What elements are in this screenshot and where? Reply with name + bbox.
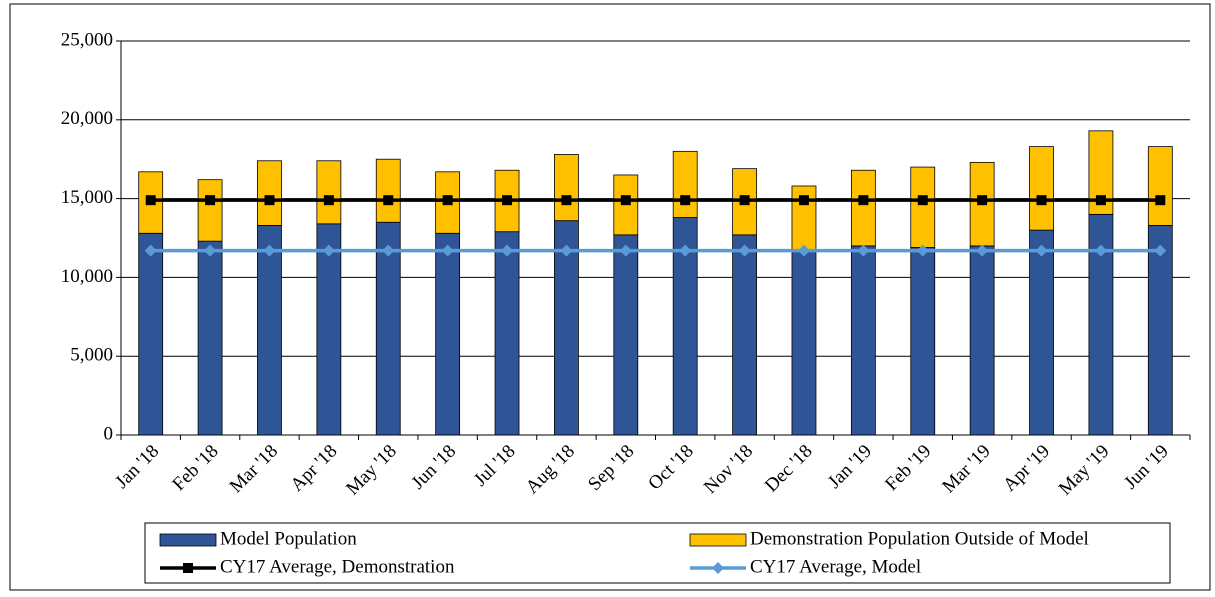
bar: [494, 231, 520, 436]
marker: [560, 244, 573, 257]
bar: [672, 150, 698, 218]
bar: [375, 158, 401, 223]
bar: [316, 160, 342, 225]
y-tick-label: 10,000: [61, 266, 113, 287]
bar: [910, 166, 936, 248]
marker: [183, 563, 193, 573]
marker: [322, 244, 335, 257]
bar: [1147, 224, 1173, 436]
marker: [501, 244, 514, 257]
y-tick-label: 15,000: [61, 187, 113, 208]
legend-swatch: [159, 533, 217, 547]
bar: [1029, 229, 1054, 436]
marker: [797, 244, 810, 257]
marker: [858, 195, 869, 206]
legend-frame: [144, 522, 1171, 584]
bar: [969, 245, 995, 436]
bar: [197, 179, 223, 242]
y-tick-label: 0: [104, 423, 114, 444]
marker: [382, 244, 395, 257]
legend-label: Model Population: [220, 528, 357, 549]
y-tick-label: 5,000: [70, 345, 113, 366]
marker: [323, 195, 334, 206]
bar: [257, 160, 282, 226]
marker: [857, 244, 870, 257]
bar: [850, 245, 876, 436]
marker: [1094, 244, 1107, 257]
marker: [441, 244, 454, 257]
marker: [144, 244, 157, 257]
marker: [1095, 195, 1106, 206]
marker: [619, 244, 632, 257]
bar: [197, 240, 223, 436]
marker: [798, 195, 809, 206]
marker: [620, 195, 631, 206]
marker: [561, 195, 572, 206]
bar: [732, 234, 757, 436]
legend-swatch: [689, 533, 747, 547]
marker: [976, 244, 989, 257]
bar: [257, 224, 282, 436]
marker: [712, 562, 724, 574]
marker: [680, 195, 691, 206]
marker: [145, 195, 156, 206]
marker: [917, 195, 928, 206]
legend-label: CY17 Average, Model: [750, 556, 921, 577]
marker: [679, 244, 692, 257]
marker: [204, 244, 217, 257]
y-tick-label: 25,000: [61, 29, 113, 50]
bar: [1147, 146, 1173, 226]
marker: [442, 195, 453, 206]
marker: [916, 244, 929, 257]
bar: [613, 174, 639, 236]
marker: [502, 195, 513, 206]
legend-label: Demonstration Population Outside of Mode…: [750, 528, 1089, 549]
bar: [138, 232, 164, 436]
bar: [435, 232, 461, 436]
marker: [383, 195, 394, 206]
marker: [264, 195, 275, 206]
marker: [977, 195, 988, 206]
bar: [1029, 146, 1054, 231]
marker: [263, 244, 276, 257]
marker: [1154, 244, 1167, 257]
marker: [205, 195, 216, 206]
bar: [316, 223, 342, 436]
y-tick-label: 20,000: [61, 108, 113, 129]
bar: [850, 169, 876, 247]
legend-label: CY17 Average, Demonstration: [220, 556, 455, 577]
bar: [554, 154, 579, 222]
marker: [1036, 195, 1047, 206]
bar: [910, 247, 936, 436]
bar: [375, 221, 401, 436]
bar: [791, 250, 817, 436]
marker: [1155, 195, 1166, 206]
marker: [738, 244, 751, 257]
bar: [613, 234, 639, 436]
marker: [1035, 244, 1048, 257]
marker: [739, 195, 750, 206]
